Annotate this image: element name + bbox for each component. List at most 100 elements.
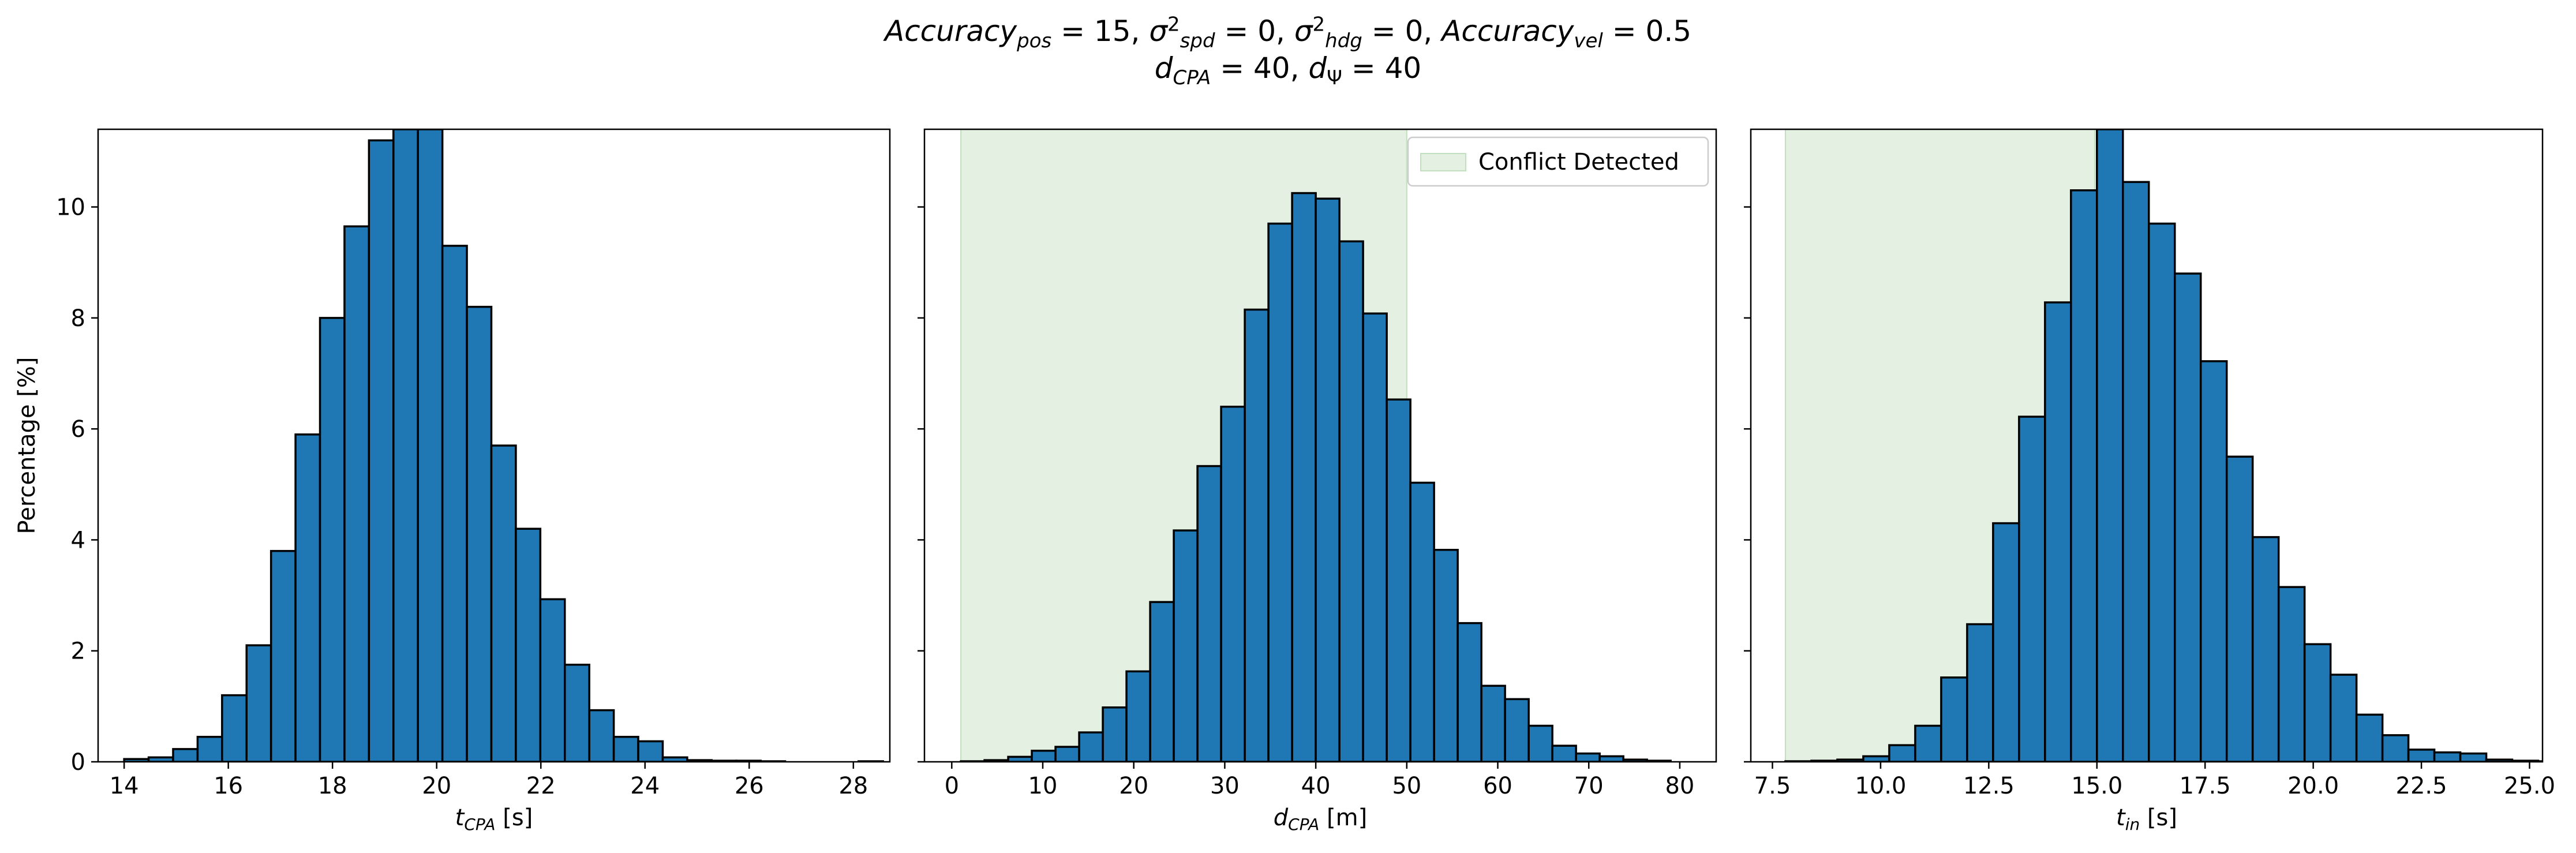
- x-axis-label-part: t: [2116, 805, 2126, 831]
- title-segment: 2: [1312, 13, 1326, 36]
- histogram-bar: [2355, 713, 2384, 762]
- x-axis-label-part: CPA: [1288, 815, 1319, 834]
- y-axis-label: Percentage [%]: [14, 357, 40, 534]
- histogram-bar: [1244, 308, 1270, 762]
- histogram-bar: [245, 644, 272, 762]
- histogram-bar: [515, 527, 542, 762]
- title-line-1: Accuracypos = 15, σ2spd = 0, σ2hdg = 0, …: [0, 13, 2576, 53]
- histogram-bar: [196, 735, 223, 762]
- histogram-bar: [588, 709, 615, 762]
- x-tick-label: 26: [735, 773, 764, 799]
- histogram-bar: [1575, 752, 1601, 762]
- histogram-bar: [1220, 405, 1246, 762]
- histogram-bar: [2122, 181, 2150, 762]
- figure-title: Accuracypos = 15, σ2spd = 0, σ2hdg = 0, …: [0, 13, 2576, 89]
- legend-frame: [1407, 136, 1709, 187]
- histogram-bar: [2173, 272, 2202, 762]
- histogram-bar: [319, 317, 346, 762]
- x-tick-label: 15.0: [2071, 773, 2122, 799]
- title-segment: Accuracy: [1441, 14, 1574, 48]
- histogram-bar: [490, 444, 517, 762]
- histogram-bar: [1291, 192, 1317, 762]
- x-tick-label: 14: [110, 773, 139, 799]
- histogram-bar: [1078, 731, 1104, 762]
- x-tick-label: 22.5: [2396, 773, 2447, 799]
- x-tick-label: 17.5: [2180, 773, 2231, 799]
- x-tick-label: 24: [630, 773, 660, 799]
- x-axis-label: dCPA [m]: [1274, 805, 1367, 834]
- histogram-bar: [2018, 416, 2046, 762]
- x-tick-label: 70: [1574, 773, 1604, 799]
- y-tick-label: 10: [56, 194, 85, 221]
- histogram-bar: [1992, 522, 2020, 762]
- histogram-bar: [2407, 749, 2436, 762]
- legend: Conflict Detected: [1407, 136, 1709, 187]
- histogram-bar: [539, 598, 566, 762]
- histogram-bar: [1149, 601, 1175, 762]
- subplot-3: 7.5 10.0 12.5 15.0 17.5 20.0 22.5 25.0 tin [s]: [1744, 128, 2555, 834]
- title-segment: Ψ: [1327, 66, 1342, 89]
- plot-area: [960, 129, 1672, 762]
- histogram-bar: [1173, 529, 1199, 762]
- legend-swatch: [1420, 153, 1466, 171]
- histogram-bar: [612, 735, 639, 762]
- histogram-bar: [1196, 465, 1222, 762]
- histogram-bar: [1315, 197, 1341, 762]
- histogram-bar: [1598, 755, 1624, 762]
- histogram-bar: [1862, 755, 1890, 762]
- histogram-bar: [1386, 398, 1411, 762]
- x-axis-label-part: [s]: [2140, 805, 2177, 831]
- histogram-bar: [1031, 750, 1057, 762]
- title-segment: = 40: [1342, 51, 1422, 85]
- title-segment: = 40,: [1211, 51, 1309, 85]
- title-segment: = 0.5: [1602, 14, 1692, 48]
- histogram-bar: [1914, 724, 1942, 762]
- axes-frame: [923, 128, 1717, 763]
- histogram-bar: [1102, 706, 1128, 762]
- title-segment: Accuracy: [884, 14, 1017, 48]
- histogram-bar: [2225, 455, 2254, 762]
- histogram-bar: [2277, 586, 2306, 762]
- histogram-bar: [1007, 755, 1033, 762]
- y-tick-label: 0: [71, 749, 85, 776]
- x-axis-label: tin [s]: [2116, 805, 2177, 834]
- title-segment: = 0,: [1362, 14, 1442, 48]
- title-segment: = 0,: [1215, 14, 1294, 48]
- x-tick-label: 50: [1392, 773, 1421, 799]
- histogram-bar: [1409, 481, 1435, 762]
- histogram-bar: [2459, 752, 2488, 762]
- histogram-bar: [564, 664, 590, 762]
- histogram-bar: [269, 549, 297, 762]
- x-tick-label: 28: [838, 773, 868, 799]
- histogram-bar: [1888, 744, 1916, 762]
- title-segment: 2: [1167, 13, 1180, 36]
- histogram-bar: [2381, 734, 2410, 762]
- histogram-bar: [441, 245, 468, 762]
- histogram-bar: [417, 129, 444, 762]
- histogram-bar: [2070, 189, 2098, 762]
- x-axis-label-part: t: [455, 805, 465, 831]
- x-tick-label: 12.5: [1963, 773, 2015, 799]
- histogram-bar: [2096, 129, 2124, 762]
- title-segment: pos: [1017, 29, 1052, 53]
- histogram-bar: [1504, 698, 1530, 762]
- x-axis-label-part: [m]: [1319, 805, 1367, 831]
- histogram-bar: [1338, 240, 1364, 762]
- title-segment: σ: [1149, 14, 1168, 48]
- histogram-bar: [221, 694, 248, 762]
- x-tick-label: 25.0: [2504, 773, 2555, 799]
- x-axis-label: tCPA [s]: [455, 805, 533, 834]
- title-segment: σ: [1294, 14, 1313, 48]
- histogram-bar: [466, 305, 493, 762]
- x-tick-label: 20: [422, 773, 451, 799]
- plot-area: [123, 129, 885, 762]
- histogram-bar: [368, 139, 395, 762]
- histogram-bar: [1125, 670, 1151, 762]
- y-tick-label: 6: [71, 416, 85, 443]
- histogram-bar: [1940, 676, 1968, 762]
- title-segment: = 15,: [1051, 14, 1150, 48]
- histogram-bar: [1527, 724, 1553, 762]
- title-segment: CPA: [1173, 66, 1211, 89]
